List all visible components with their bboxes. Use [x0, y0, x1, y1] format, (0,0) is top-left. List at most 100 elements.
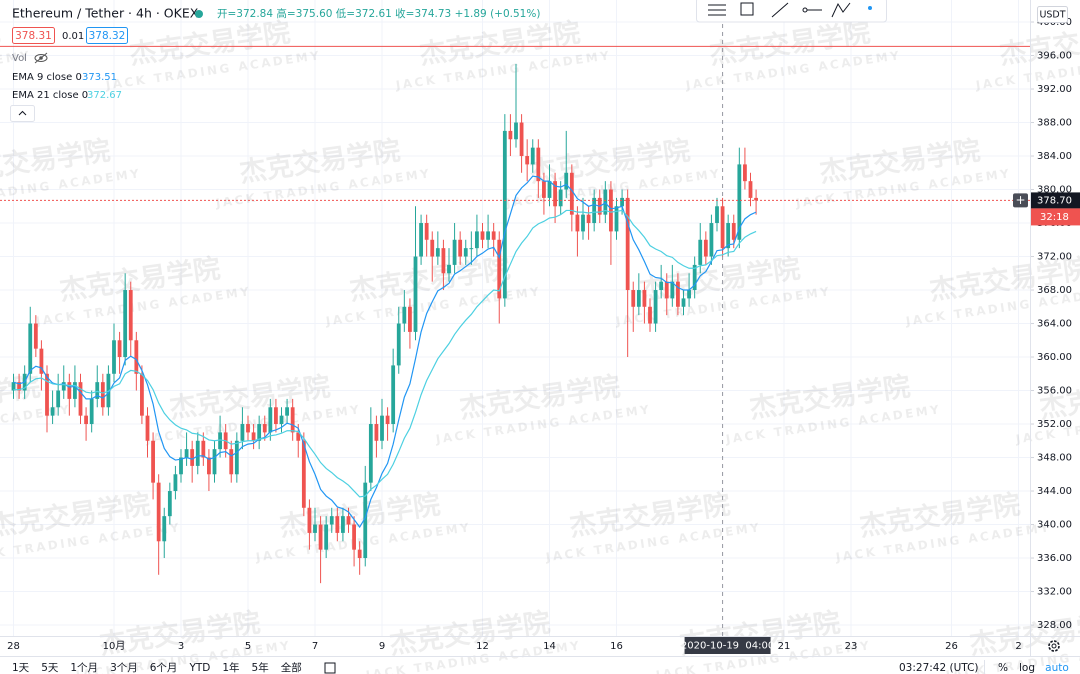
tool-hlines[interactable] — [708, 4, 726, 16]
x-tick-label: 7 — [312, 641, 318, 652]
candle-body — [502, 130, 507, 299]
candle-body — [145, 415, 150, 441]
candle-body — [335, 516, 340, 533]
ask-box[interactable] — [86, 27, 128, 44]
range-button[interactable]: 1天 — [12, 662, 30, 674]
range-button[interactable]: 5年 — [252, 661, 269, 674]
candle-body — [106, 373, 111, 408]
range-button[interactable]: 1年 — [222, 661, 239, 674]
candle-body — [452, 239, 457, 265]
x-tick-label: 28 — [7, 641, 20, 652]
candle-body — [61, 382, 66, 391]
add-alert-plus[interactable]: + — [1015, 193, 1025, 207]
candle-body — [514, 122, 518, 140]
candle-body — [743, 164, 747, 182]
candle-body — [408, 306, 412, 332]
crosshair-label-box — [684, 637, 771, 654]
x-tick-label: 12 — [476, 641, 489, 652]
currency-box[interactable] — [1037, 6, 1068, 23]
range-button[interactable]: YTD — [188, 662, 210, 674]
ask-price[interactable]: 378.32 — [89, 30, 126, 42]
bid-box[interactable] — [12, 27, 55, 44]
candle-body — [45, 373, 49, 416]
candle-body — [274, 407, 278, 425]
watermark-cn: 杰克交易学院 — [0, 16, 2, 70]
candle-body — [737, 164, 742, 240]
candle-body — [676, 281, 680, 307]
tool-ray[interactable] — [802, 7, 822, 13]
add-alert-button[interactable] — [1013, 193, 1028, 208]
candle-body — [184, 449, 189, 458]
candle-body — [709, 223, 714, 257]
candle-body — [469, 248, 474, 250]
y-tick-label: 380.00 — [1037, 185, 1072, 196]
ohlc-change: +1.89 (+0.51%) — [455, 8, 541, 20]
y-tick-label: 336.00 — [1037, 553, 1072, 564]
candle-body — [67, 382, 72, 399]
visibility-icon[interactable] — [34, 52, 48, 64]
range-button[interactable]: 1个月 — [70, 662, 98, 674]
candle-body — [553, 181, 557, 207]
candle-body — [201, 440, 206, 458]
log-toggle[interactable]: log — [1019, 662, 1035, 674]
y-tick-label: 352.00 — [1037, 419, 1072, 430]
candle-body — [642, 290, 647, 307]
candle-body — [542, 181, 546, 198]
ohlc-close: 收=374.73 — [395, 7, 451, 20]
clock[interactable]: 03:27:42 (UTC) — [899, 662, 979, 674]
y-tick-label: 344.00 — [1037, 486, 1072, 497]
candle-body — [664, 281, 669, 299]
candle-body — [631, 290, 636, 307]
candle-body — [435, 248, 440, 257]
candle-body — [519, 122, 524, 157]
candle-body — [497, 239, 502, 299]
candle-body — [313, 524, 317, 533]
candle-body — [547, 181, 552, 198]
y-tick-label: 392.00 — [1037, 84, 1072, 95]
y-tick-label: 364.00 — [1037, 319, 1072, 330]
percent-toggle[interactable]: % — [998, 662, 1008, 674]
candle-body — [402, 306, 407, 324]
x-tick-label: 21 — [778, 641, 791, 652]
candle-body — [73, 382, 77, 399]
candle-body — [17, 382, 21, 391]
x-tick-label: 10月 — [103, 640, 126, 652]
tool-pattern[interactable] — [831, 2, 851, 18]
candle-body — [586, 214, 591, 224]
currency-label[interactable]: USDT — [1039, 10, 1065, 21]
collapse-legend[interactable] — [10, 105, 35, 122]
ema-line — [13, 209, 757, 498]
candle-body — [268, 407, 273, 433]
candle-body — [352, 524, 356, 550]
candle-body — [458, 239, 463, 257]
range-button[interactable]: 3个月 — [110, 662, 138, 674]
candle-body — [89, 398, 94, 425]
range-button[interactable]: 全部 — [281, 661, 302, 674]
candle-body — [307, 507, 312, 533]
candle-body — [212, 449, 217, 475]
candle-body — [374, 424, 379, 441]
ohlc-legend: 开=372.84 高=375.60 低=372.61 收=374.73 +1.8… — [217, 7, 540, 20]
auto-toggle[interactable]: auto — [1045, 662, 1069, 674]
tool-dot[interactable] — [868, 6, 872, 10]
compare-icon[interactable] — [324, 662, 336, 674]
candle-body — [324, 524, 329, 550]
tool-trendline[interactable] — [771, 2, 789, 18]
candle-body — [480, 231, 485, 240]
settings-icon[interactable] — [1048, 640, 1060, 652]
range-button[interactable]: 5天 — [41, 662, 59, 674]
bid-price[interactable]: 378.31 — [15, 30, 52, 42]
tool-rectangle[interactable] — [740, 2, 754, 16]
candle-body — [95, 382, 100, 399]
candle-body — [162, 516, 167, 542]
candle-body — [441, 248, 446, 274]
candle-body — [419, 223, 423, 257]
candle-body — [625, 197, 630, 291]
candle-body — [240, 424, 245, 441]
candle-body — [636, 290, 641, 307]
ohlc-high: 高=375.60 — [276, 7, 332, 20]
range-button[interactable]: 6个月 — [150, 662, 178, 674]
countdown-box — [1031, 208, 1080, 226]
candle-body — [318, 524, 323, 550]
